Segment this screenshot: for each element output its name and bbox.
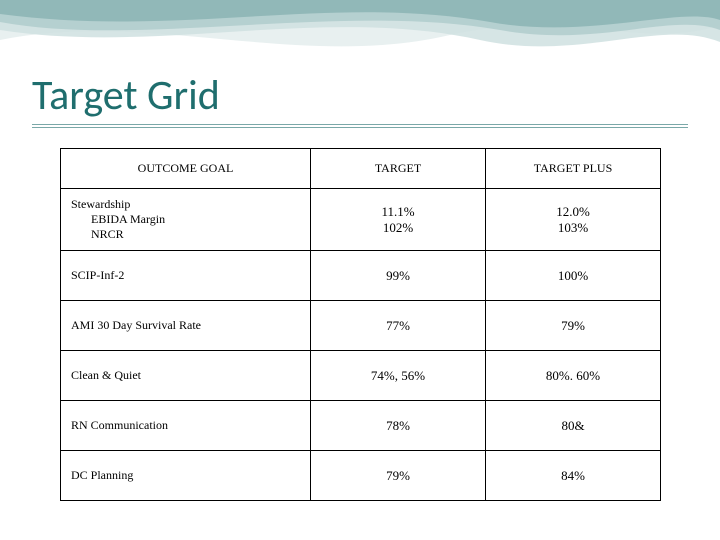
row-target: 77% [311,301,486,351]
table-body: StewardshipEBIDA MarginNRCR11.1%102%12.0… [61,189,661,501]
table-row: DC Planning79%84% [61,451,661,501]
row-target: 79% [311,451,486,501]
table-header-row: OUTCOME GOAL TARGET TARGET PLUS [61,149,661,189]
row-label: Clean & Quiet [61,351,311,401]
header-target: TARGET [311,149,486,189]
row-label: StewardshipEBIDA MarginNRCR [61,189,311,251]
row-target: 78% [311,401,486,451]
title-underline-1 [32,124,688,125]
row-target-plus: 84% [486,451,661,501]
row-target: 99% [311,251,486,301]
row-label: AMI 30 Day Survival Rate [61,301,311,351]
row-label: DC Planning [61,451,311,501]
target-grid-table: OUTCOME GOAL TARGET TARGET PLUS Stewards… [60,148,661,501]
row-label: RN Communication [61,401,311,451]
title-underline-2 [32,127,688,128]
table-row: SCIP-Inf-299%100% [61,251,661,301]
slide-title: Target Grid [32,70,220,121]
row-subline: NRCR [71,227,300,242]
header-target-plus: TARGET PLUS [486,149,661,189]
table-row: AMI 30 Day Survival Rate77%79% [61,301,661,351]
table-row: StewardshipEBIDA MarginNRCR11.1%102%12.0… [61,189,661,251]
row-target-plus: 100% [486,251,661,301]
row-label: SCIP-Inf-2 [61,251,311,301]
table-row: Clean & Quiet74%, 56%80%. 60% [61,351,661,401]
row-target-plus: 12.0%103% [486,189,661,251]
row-target-plus: 80%. 60% [486,351,661,401]
row-target-plus: 79% [486,301,661,351]
header-outcome-goal: OUTCOME GOAL [61,149,311,189]
table-row: RN Communication78%80& [61,401,661,451]
row-target: 11.1%102% [311,189,486,251]
row-subline: EBIDA Margin [71,212,300,227]
row-target: 74%, 56% [311,351,486,401]
row-target-plus: 80& [486,401,661,451]
